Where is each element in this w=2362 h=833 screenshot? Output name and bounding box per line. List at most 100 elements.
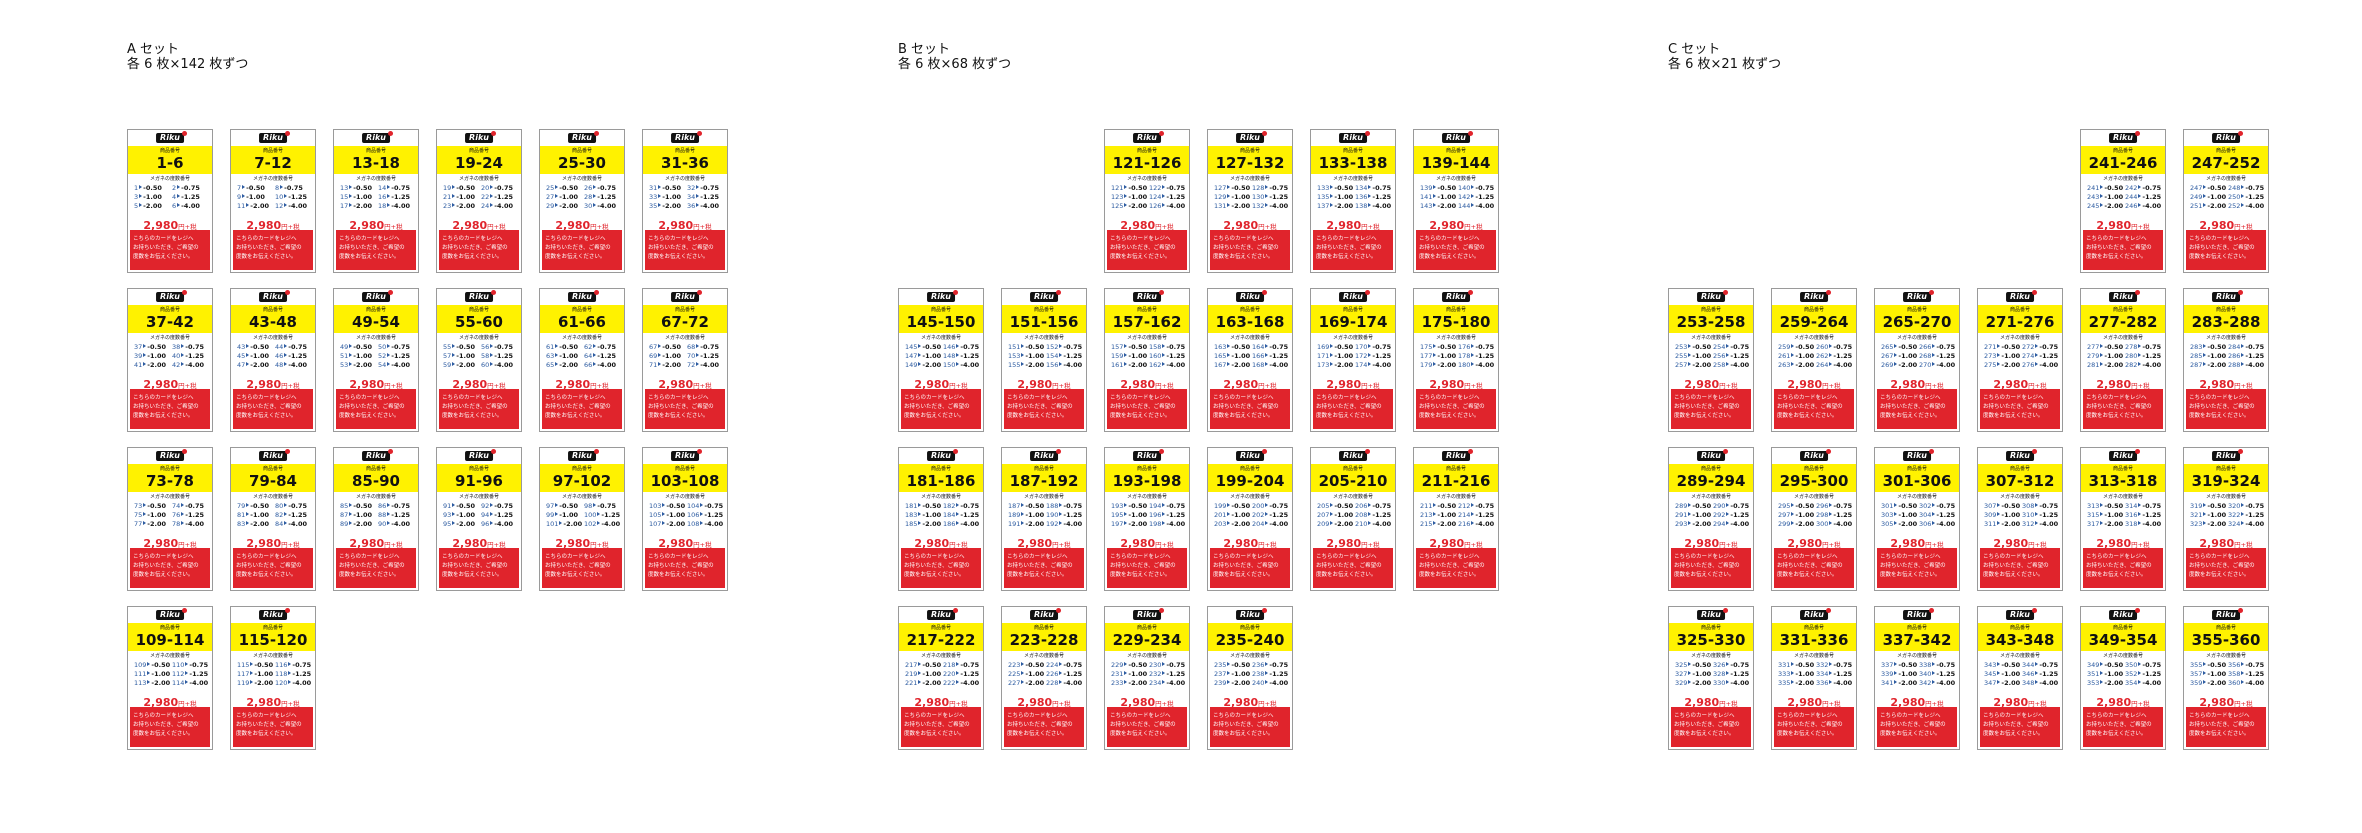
item-number: 50 [378,343,387,351]
product-label: 商品番号 [571,466,592,472]
item-number: 185 [905,520,918,528]
price-value: 2,980 [452,537,488,550]
item-number: 301 [1881,502,1894,510]
card-range: 55-60 [455,313,503,331]
price-value: 2,980 [2096,378,2132,391]
item-power: -0.75 [391,184,411,192]
notice-line: こちらのカードをレジへ [904,713,965,719]
notice-line: お持ちいただき、ご希望の [1777,722,1843,728]
item-number: 163 [1214,343,1227,351]
item-power: -0.50 [666,502,686,510]
power-label: メガネの度数番号 [1793,494,1834,500]
price-unit: 円+税 [281,541,300,549]
item-power: -0.50 [151,661,171,669]
price: 2,980円+税 [437,532,521,551]
number-band: 商品番号 67-72 [643,305,727,333]
price-value: 2,980 [555,378,591,391]
card: Riku 商品番号 223-228 メガネの度数番号 223 -0.50 224 -0.75 2… [1001,606,1087,750]
price-unit: 円+税 [178,700,197,708]
arrow [143,353,147,357]
power-item: 84 -4.00 [275,520,307,528]
price-unit: 円+税 [1925,541,1944,549]
item-power: -1.00 [922,352,942,360]
logo: Riku [259,290,290,302]
item-number: 70 [687,352,696,360]
item-power: -1.00 [250,511,270,519]
price: 2,980円+税 [2184,691,2268,710]
power-item: 6 -4.00 [172,202,200,210]
power-item: 179 -2.00 [1420,361,1456,369]
power-item: 25 -0.50 [546,184,578,192]
arrow [1227,521,1231,525]
product-label: 商品番号 [1136,148,1157,154]
arrow [2241,362,2245,366]
power-label: メガネの度数番号 [149,494,190,500]
power-item: 86 -0.75 [378,502,410,510]
power-item: 301 -0.50 [1881,502,1917,510]
item-power: -4.00 [1372,520,1392,528]
logo-dot [1158,290,1164,295]
item-number: 349 [2087,661,2100,669]
item-power: -0.50 [456,184,476,192]
power-label: メガネの度数番号 [664,494,705,500]
item-number: 351 [2087,670,2100,678]
item-number: 31 [649,184,658,192]
item-power: -4.00 [1269,679,1289,687]
arrow [2138,671,2142,675]
arrow [1829,344,1833,348]
number-band: 商品番号 91-96 [437,464,521,492]
item-number: 47 [237,361,246,369]
item-power: -2.00 [147,520,167,528]
power-label: メガネの度数番号 [1999,494,2040,500]
item-number: 199 [1214,502,1227,510]
item-power: -0.50 [1692,343,1712,351]
logo: Riku [362,131,393,143]
price-unit: 円+税 [1822,541,1841,549]
power-label: メガネの度数番号 [458,335,499,341]
power-item: 130 -1.25 [1252,193,1288,201]
power-item: 93 -1.00 [443,511,475,519]
item-number: 29 [546,202,555,210]
item-number: 280 [2125,352,2138,360]
notice-line: 度数をお伝えください。 [1880,731,1941,737]
arrow [139,185,143,189]
price-value: 2,980 [1223,378,1259,391]
power-item: 126 -4.00 [1149,202,1185,210]
arrow [143,503,147,507]
item-power: -4.00 [1833,520,1853,528]
price-unit: 円+税 [1258,223,1277,231]
arrow [185,671,189,675]
product-label: 商品番号 [159,148,180,154]
product-label: 商品番号 [1906,466,1927,472]
item-number: 292 [1713,511,1726,519]
item-number: 19 [443,184,452,192]
power-item: 266 -0.75 [1919,343,1955,351]
price-value: 2,980 [1684,537,1720,550]
arrow [1227,503,1231,507]
notice-line: こちらのカードをレジへ [339,236,400,242]
price-unit: 円+税 [1155,541,1174,549]
arrow [1265,194,1269,198]
arrow [555,185,559,189]
item-power: -0.50 [1128,184,1148,192]
notice-line: 度数をお伝えください。 [442,572,503,578]
item-number: 290 [1713,502,1726,510]
power-item: 195 -1.00 [1111,511,1147,519]
item-power: -1.25 [1475,352,1495,360]
arrow [1894,503,1898,507]
arrow [452,194,456,198]
item-power: -1.00 [1898,670,1918,678]
power-item: 214 -1.25 [1458,511,1494,519]
logo: Riku [2109,449,2140,461]
arrow [1227,344,1231,348]
notice-line: 度数をお伝えください。 [2086,572,2147,578]
logo: Riku [927,290,958,302]
card-range: 313-318 [2088,472,2158,490]
number-band: 商品番号 343-348 [1978,623,2062,651]
item-number: 106 [687,511,700,519]
item-number: 211 [1420,502,1433,510]
notice-line: 度数をお伝えください。 [1880,572,1941,578]
card: Riku 商品番号 61-66 メガネの度数番号 61 -0.50 62 -0.75 63 -1.… [539,288,625,432]
item-number: 102 [584,520,597,528]
arrow [1433,521,1437,525]
